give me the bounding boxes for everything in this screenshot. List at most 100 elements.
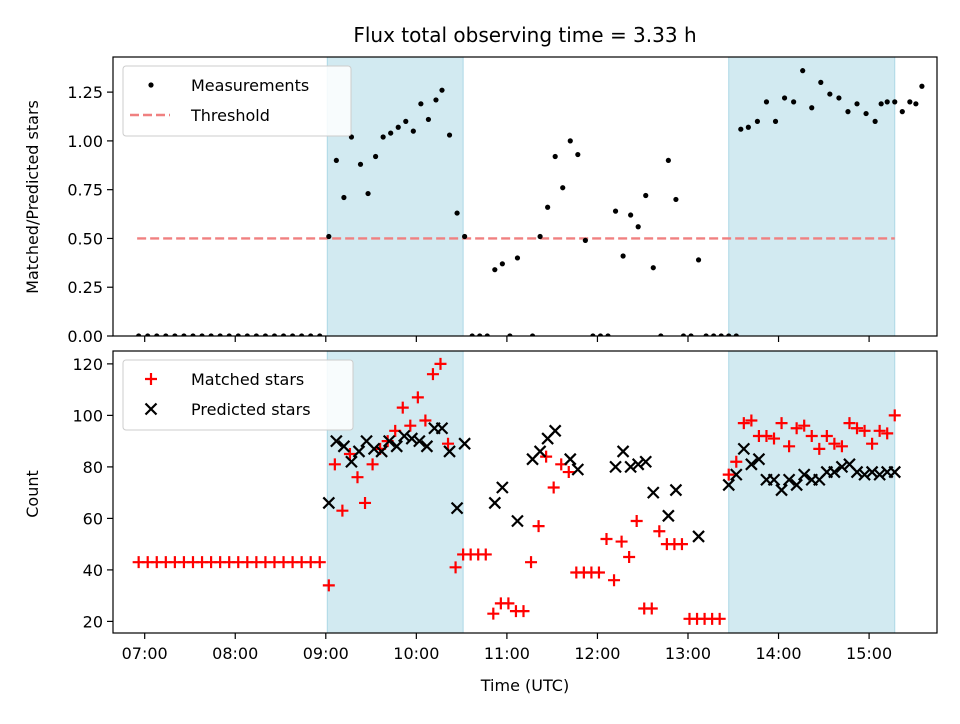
top-series-0-point-67 [680,333,687,336]
top-series-0-point-9 [217,333,223,336]
top-series-0-point-96 [913,101,919,107]
bottom-series-0-point-32 [404,419,417,432]
bottom-series-0-point-31 [396,401,409,414]
top-series-0-point-14 [262,333,269,336]
bottom-xtick-label-3: 10:00 [393,644,439,663]
top-series-0-point-4 [172,333,178,336]
top-series-0-point-6 [190,333,196,336]
bottom-series-0-point-84 [798,419,811,432]
bottom-series-1-point-29 [616,445,630,458]
bottom-ytick-label-5: 120 [72,355,103,374]
bottom-series-1-point-36 [692,530,705,543]
bottom-series-1-point-39 [737,442,751,456]
top-series-0-point-62 [643,192,649,199]
bottom-series-1-point-0 [322,496,336,510]
bottom-xtick-label-8: 15:00 [846,644,892,663]
bottom-xtick-label-7: 14:00 [755,644,801,663]
bottom-xtick-label-6: 13:00 [665,644,711,663]
bottom-legend-box [122,359,354,431]
bottom-legend-marker-0 [145,373,157,385]
bottom-series-0-point-27 [366,458,379,471]
bottom-series-1-point-26 [563,452,577,466]
top-series-0-point-55 [590,333,596,336]
top-series-0-point-59 [620,253,626,259]
top-series-0-point-56 [597,333,604,336]
bottom-series-0-point-85 [805,429,818,442]
top-legend-label-1: Threshold [190,106,270,125]
top-series-0-point-0 [136,333,142,336]
bottom-series-0-point-90 [843,417,856,430]
top-series-0-point-37 [446,132,453,138]
bottom-series-0-point-88 [828,437,841,450]
bottom-xtick-label-5: 12:00 [574,644,620,663]
bottom-series-0-point-79 [760,429,773,442]
bottom-xtick-label-0: 07:00 [122,644,168,663]
bottom-series-1-point-27 [571,463,585,476]
top-series-0-point-87 [845,109,851,115]
bottom-axes-frame [112,350,938,634]
top-series-0-point-79 [772,118,779,124]
bottom-legend-marker-1 [144,402,158,416]
bottom-series-1-point-25 [548,424,562,438]
bottom-series-0-point-21 [322,579,335,592]
bottom-series-1-point-38 [730,468,743,481]
bottom-legend: Matched stars Predicted stars [122,359,354,431]
bottom-xtick-label-1: 08:00 [212,644,258,663]
top-series-0-point-5 [181,333,187,336]
top-series-0-point-90 [872,118,878,124]
top-series-0-point-86 [836,95,842,101]
top-series-0-point-33 [418,101,424,107]
bottom-series-0-point-65 [653,525,666,538]
top-series-0-point-91 [878,101,884,107]
bottom-series-0 [132,357,901,625]
top-series-0-point-84 [818,79,824,85]
bottom-series-0-point-20 [313,556,326,569]
top-series-0-point-77 [754,118,761,124]
top-series-0-point-19 [308,333,314,336]
top-series-0-point-64 [658,333,664,336]
bottom-series-0-point-22 [328,458,341,471]
bottom-series-0-point-34 [419,414,432,427]
top-series-0-point-45 [507,333,513,336]
top-series-0-point-52 [567,138,573,144]
bottom-series-1-point-19 [488,496,502,510]
bottom-series-1-point-30 [624,460,637,474]
bottom-series-1-point-46 [790,478,803,492]
top-series-0-point-21 [326,233,332,240]
bottom-series-0-point-93 [866,437,879,450]
bottom-series-0-point-53 [562,466,575,479]
bottom-xtick-label-2: 09:00 [303,644,349,663]
top-series-0-point-10 [226,333,232,336]
bottom-series-1-point-11 [405,432,419,445]
top-series-0-point-7 [199,333,205,336]
top-series-0-point-88 [854,101,860,107]
bottom-series-0-point-33 [411,391,424,404]
top-series-0-point-92 [884,99,890,105]
bottom-panel: 20 40 60 80 100 120 07:00 08:00 09:00 10:00 11:00 1… [72,350,938,663]
top-highlight-span-1 [728,56,896,337]
top-series-0-point-81 [791,99,797,105]
bottom-series-1-point-6 [367,442,381,456]
top-series-0-point-11 [235,333,241,336]
bottom-series-1-point-34 [662,509,675,523]
top-series-0-point-16 [280,333,287,336]
bottom-series-1-point-51 [828,465,841,479]
bottom-series-0-point-38 [449,561,462,574]
bottom-ytick-label-3: 80 [83,458,103,477]
bottom-series-0-point-82 [783,440,796,453]
bottom-series-0-point-75 [730,455,743,468]
top-ytick-label-3: 0.75 [67,181,103,200]
top-series-0-point-36 [439,87,445,93]
bottom-series-0-point-51 [547,481,560,494]
bottom-xaxis-label: Time (UTC) [480,676,569,695]
top-series-0-point-32 [410,128,416,134]
top-series-0-point-8 [208,333,214,336]
bottom-ytick-label-1: 40 [83,561,103,580]
top-ytick-label-2: 0.50 [67,229,103,248]
bottom-series-1-point-56 [865,465,879,479]
bottom-series-0-point-62 [630,514,643,527]
top-series-0-point-50 [552,153,558,160]
bottom-series-0-point-81 [775,417,788,430]
bottom-series-0-point-50 [540,450,553,463]
